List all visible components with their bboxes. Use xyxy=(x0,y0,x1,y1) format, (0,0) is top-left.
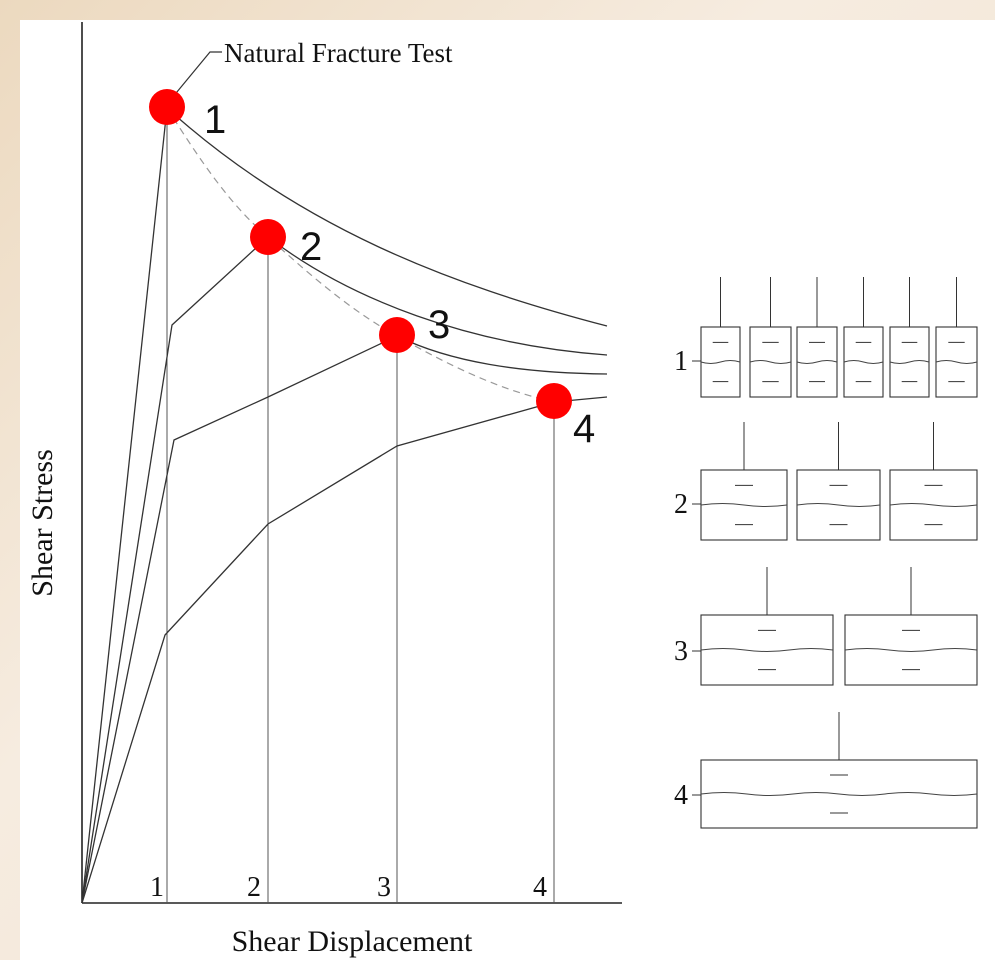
specimen-row-label-3: 3 xyxy=(674,636,688,667)
specimen-row-label-4: 4 xyxy=(674,780,688,811)
x-tick-4: 4 xyxy=(533,872,547,903)
peak-label-3: 3 xyxy=(428,303,450,347)
fracture-trace xyxy=(843,360,884,364)
fracture-trace xyxy=(889,503,978,507)
callout-text: Natural Fracture Test xyxy=(224,38,453,68)
curve-1 xyxy=(81,106,608,904)
curve-3 xyxy=(81,335,608,904)
x-axis-title: Shear Displacement xyxy=(232,925,473,958)
x-tick-1: 1 xyxy=(150,872,164,903)
specimen-diagrams: 1 2 3 4 xyxy=(674,277,978,829)
peak-marker-1 xyxy=(149,89,185,125)
fracture-trace xyxy=(700,648,834,652)
callout-leader xyxy=(166,51,222,105)
fracture-trace xyxy=(796,503,881,507)
peak-label-2: 2 xyxy=(300,225,322,269)
peak-envelope-dashed xyxy=(166,107,555,403)
fracture-trace xyxy=(749,360,792,364)
peak-marker-3 xyxy=(379,317,415,353)
fracture-trace xyxy=(844,648,978,652)
curve-2 xyxy=(81,236,608,904)
peak-label-1: 1 xyxy=(204,98,226,142)
x-tick-2: 2 xyxy=(247,872,261,903)
y-axis-title: Shear Stress xyxy=(26,449,59,596)
curve-4 xyxy=(81,396,608,904)
x-tick-3: 3 xyxy=(377,872,391,903)
fracture-trace xyxy=(700,503,788,507)
fracture-trace xyxy=(935,360,978,364)
specimen-box xyxy=(700,614,834,686)
fracture-trace xyxy=(700,792,978,796)
specimen-row-label-1: 1 xyxy=(674,346,688,377)
fracture-trace xyxy=(700,360,741,364)
peak-marker-2 xyxy=(250,219,286,255)
fracture-trace xyxy=(889,360,930,364)
peak-marker-4 xyxy=(536,383,572,419)
specimen-box xyxy=(844,614,978,686)
specimen-row-label-2: 2 xyxy=(674,489,688,520)
peak-label-4: 4 xyxy=(573,407,595,451)
fracture-trace xyxy=(796,360,838,364)
